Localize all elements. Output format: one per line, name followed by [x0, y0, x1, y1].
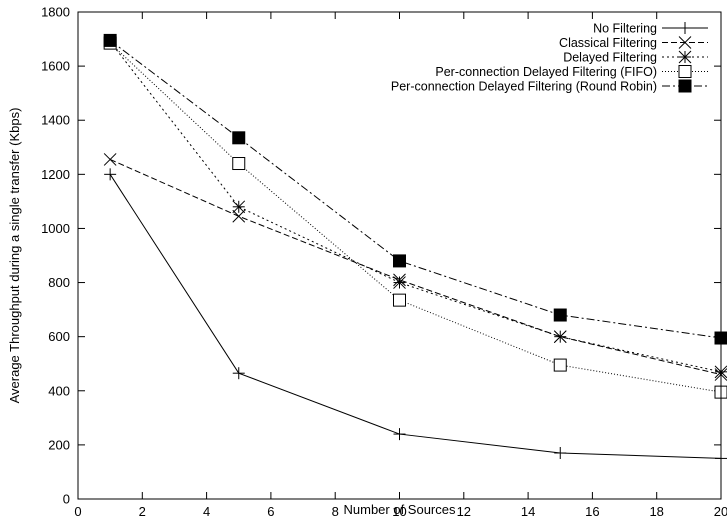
data-point-per-connection-delayed-filtering-round-robin	[553, 308, 567, 322]
data-point-no-filtering	[393, 428, 406, 441]
legend-item: Delayed Filtering	[563, 51, 708, 65]
series-line-classical-filtering	[109, 158, 722, 376]
x-tick-label: 14	[521, 504, 535, 519]
series-line-no-filtering	[109, 174, 722, 459]
data-point-no-filtering	[104, 168, 117, 181]
legend-marker	[678, 36, 692, 49]
legend-marker	[678, 65, 692, 78]
y-tick-label: 800	[48, 275, 70, 290]
y-tick-label: 400	[48, 383, 70, 398]
x-tick-label: 12	[457, 504, 471, 519]
data-point-per-connection-delayed-filtering-round-robin	[103, 33, 117, 47]
data-point-no-filtering	[554, 447, 567, 460]
x-tick-label: 4	[203, 504, 210, 519]
data-point-delayed-filtering	[393, 276, 406, 289]
y-tick-label: 1400	[41, 113, 70, 128]
y-axis-label: Average Throughput during a single trans…	[7, 108, 22, 404]
legend-item: Classical Filtering	[559, 36, 708, 50]
x-tick-label: 18	[649, 504, 663, 519]
series-line-per-connection-delayed-filtering-fifo	[109, 42, 722, 393]
data-point-per-connection-delayed-filtering-round-robin	[393, 254, 406, 268]
legend-label: No Filtering	[593, 22, 657, 36]
data-point-classical-filtering	[232, 209, 246, 223]
y-tick-label: 1000	[41, 221, 70, 236]
data-point-per-connection-delayed-filtering-fifo	[393, 293, 406, 307]
legend-item: No Filtering	[593, 22, 708, 36]
y-tick-label: 1600	[41, 59, 70, 74]
y-tick-label: 200	[48, 437, 70, 452]
legend-item: Per-connection Delayed Filtering (FIFO)	[435, 65, 708, 79]
x-tick-label: 8	[332, 504, 339, 519]
x-tick-label: 6	[267, 504, 274, 519]
x-tick-label: 16	[585, 504, 599, 519]
y-tick-label: 1200	[41, 167, 70, 182]
series-markers	[103, 33, 727, 465]
axis-ticks: 0 2 4 6 8 10 12 14 16 18 2002004006008001000120014…	[41, 5, 727, 519]
y-tick-label: 0	[63, 492, 70, 507]
x-tick-label: 20	[714, 504, 727, 519]
data-point-per-connection-delayed-filtering-fifo	[553, 358, 567, 372]
data-point-classical-filtering	[103, 153, 117, 166]
y-tick-label: 600	[48, 329, 70, 344]
legend-label: Delayed Filtering	[563, 51, 657, 65]
legend-marker	[679, 22, 691, 34]
data-point-delayed-filtering	[232, 200, 246, 214]
data-point-per-connection-delayed-filtering-fifo	[232, 157, 246, 171]
legend-label: Per-connection Delayed Filtering (FIFO)	[435, 65, 657, 79]
legend-marker	[678, 79, 692, 93]
x-tick-label: 2	[139, 504, 146, 519]
y-tick-label: 1800	[41, 5, 70, 20]
x-axis-label: Number of Sources	[344, 502, 456, 517]
data-point-per-connection-delayed-filtering-round-robin	[232, 131, 246, 145]
legend-label: Per-connection Delayed Filtering (Round …	[391, 80, 657, 94]
series-lines	[109, 40, 722, 459]
x-tick-label: 0	[74, 504, 81, 519]
data-point-no-filtering	[232, 367, 245, 380]
data-point-delayed-filtering	[553, 330, 567, 344]
x-tick-label: 10	[392, 504, 406, 519]
legend-marker	[678, 50, 692, 64]
plot-frame	[77, 11, 722, 500]
legend-item: Per-connection Delayed Filtering (Round …	[391, 79, 708, 94]
legend-label: Classical Filtering	[559, 36, 657, 50]
